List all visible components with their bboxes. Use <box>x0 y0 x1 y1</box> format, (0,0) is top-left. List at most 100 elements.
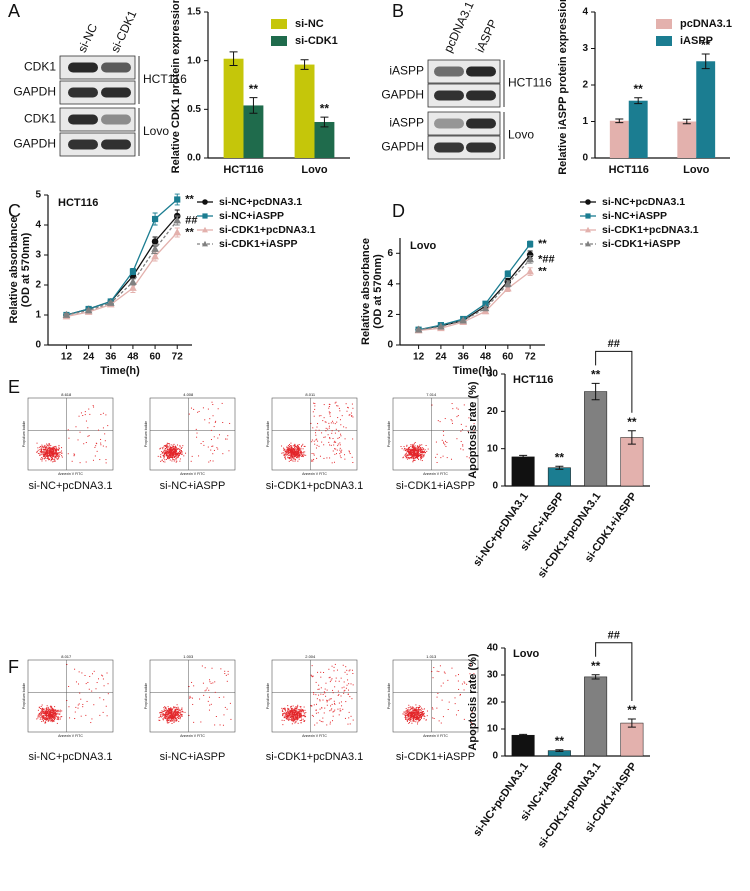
flow-dot <box>45 711 47 713</box>
flow-dot <box>289 445 291 447</box>
flow-dot <box>296 454 298 456</box>
flow-dot <box>180 449 182 451</box>
flow-dot <box>46 713 48 715</box>
flow-dot <box>168 716 170 718</box>
flow-dot <box>167 719 169 721</box>
flow-dot <box>92 405 94 407</box>
flow-dot <box>53 451 55 453</box>
flow-dot <box>299 451 301 453</box>
flow-dot <box>45 708 47 710</box>
flow-dot <box>417 713 419 715</box>
flow-dot <box>418 451 420 453</box>
flow-dot <box>176 449 178 451</box>
flow-dot <box>41 704 43 706</box>
flow-dot <box>409 715 411 717</box>
flow-dot <box>55 713 57 715</box>
flow-dot <box>418 716 420 718</box>
flow-dot <box>39 451 41 453</box>
flow-dot <box>222 421 224 423</box>
flow-dot <box>49 446 51 448</box>
flow-dot <box>291 715 293 717</box>
flow-dot <box>300 448 302 450</box>
flow-dot <box>414 445 416 447</box>
flow-dot <box>324 688 326 690</box>
flow-dot <box>79 431 81 433</box>
flow-quadrant-value: 2.004 <box>305 654 316 659</box>
flow-dot <box>310 705 312 707</box>
flow-dot <box>53 711 55 713</box>
flow-dot <box>39 445 41 447</box>
flow-dot <box>326 699 328 701</box>
flow-dot <box>170 713 172 715</box>
flow-dot <box>162 719 164 721</box>
flow-dot <box>300 715 302 717</box>
flow-dot <box>412 461 414 463</box>
flow-dot <box>74 454 76 456</box>
flow-dot <box>326 701 328 703</box>
flow-dot <box>296 708 298 710</box>
flow-dot <box>340 433 342 435</box>
flow-dot <box>99 459 101 461</box>
flow-dot <box>175 458 177 460</box>
flow-dot <box>170 717 172 719</box>
flow-dot <box>412 443 414 445</box>
flow-dot <box>44 456 46 458</box>
bar <box>584 676 608 757</box>
flow-dot <box>41 717 43 719</box>
flow-dot <box>41 444 43 446</box>
flow-dot <box>410 451 412 453</box>
flow-dot <box>287 709 289 711</box>
flow-dot <box>165 445 167 447</box>
flow-dot <box>180 447 182 449</box>
flow-dot <box>95 445 97 447</box>
flow-dot <box>417 709 419 711</box>
flow-dot <box>419 447 421 449</box>
flow-dot <box>52 455 54 457</box>
flow-dot <box>290 719 292 721</box>
flow-dot <box>413 452 415 454</box>
flow-dot <box>54 717 56 719</box>
flow-dot <box>312 675 314 677</box>
flow-dot <box>281 709 283 711</box>
flow-dots <box>281 401 354 464</box>
flow-dot <box>333 700 335 702</box>
flow-dot <box>420 717 422 719</box>
flow-dot <box>416 713 418 715</box>
flow-dot <box>41 711 43 713</box>
flow-dot <box>61 456 63 458</box>
flow-dot <box>50 711 52 713</box>
flow-dot <box>47 450 49 452</box>
flow-dot <box>289 711 291 713</box>
flow-dot <box>42 710 44 712</box>
flow-dot <box>289 715 291 717</box>
flow-dot <box>48 459 50 461</box>
flow-quadrant-value: 1.013 <box>426 654 437 659</box>
flow-dot <box>411 707 413 709</box>
flow-dot <box>81 672 83 674</box>
flow-dot <box>332 720 334 722</box>
flow-dot <box>296 717 298 719</box>
flow-dot <box>171 722 173 724</box>
flow-dot <box>331 430 333 432</box>
error-bar <box>300 59 309 70</box>
flow-dot <box>410 714 412 716</box>
flow-dot <box>163 457 165 459</box>
flow-dot <box>49 455 51 457</box>
flow-dot <box>323 436 325 438</box>
y-tick-label: 3 <box>35 250 41 261</box>
flow-dot <box>176 457 178 459</box>
flow-dot <box>442 455 444 457</box>
flow-dot <box>407 716 409 718</box>
flow-dot <box>341 687 343 689</box>
flow-dot <box>56 454 58 456</box>
flow-dot <box>412 451 414 453</box>
flow-dot <box>339 710 341 712</box>
flow-dot <box>292 716 294 718</box>
blot-band <box>434 90 464 101</box>
flow-dot <box>335 680 337 682</box>
flow-dot <box>49 446 51 448</box>
flow-dot <box>45 460 47 462</box>
flow-dot <box>321 432 323 434</box>
flow-dot <box>207 700 209 702</box>
flow-dot <box>406 448 408 450</box>
